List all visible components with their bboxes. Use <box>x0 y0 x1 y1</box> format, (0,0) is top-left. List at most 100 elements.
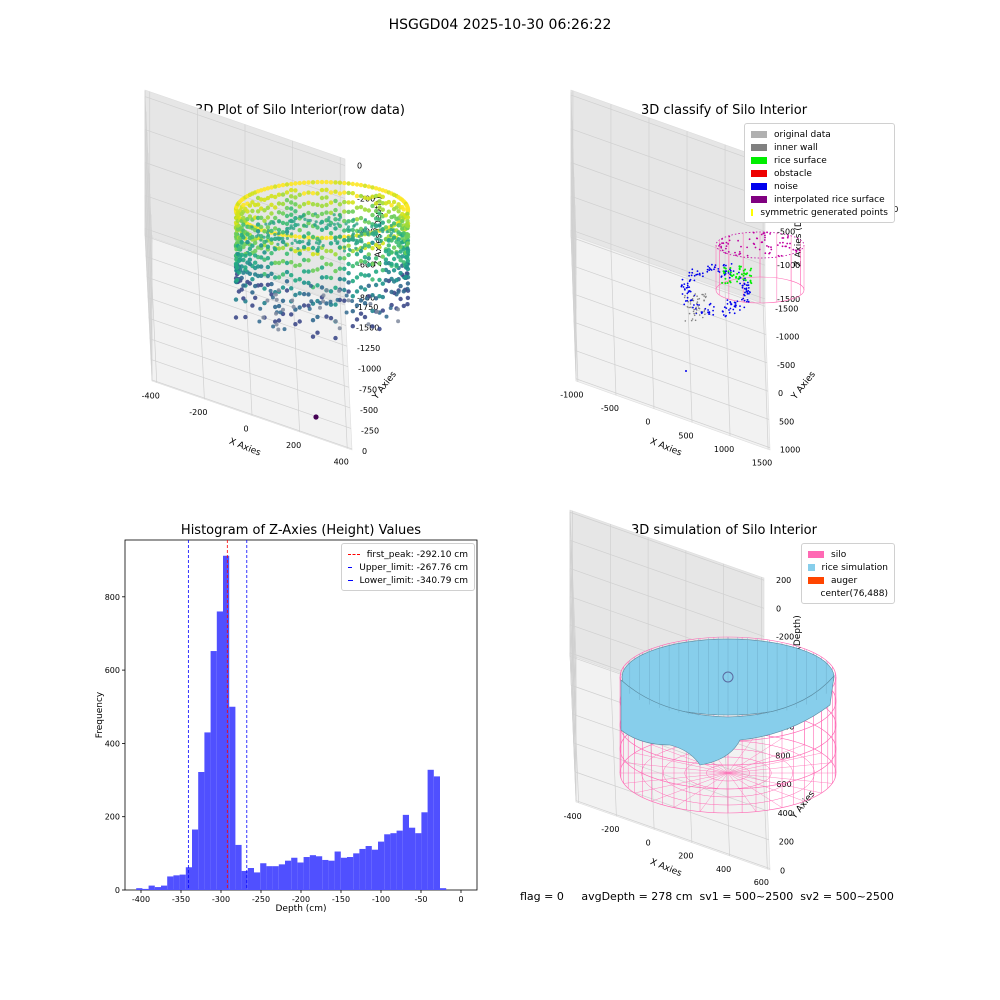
histogram-plot-area <box>124 539 478 891</box>
histogram-bar <box>427 769 434 890</box>
classify-legend-label: noise <box>774 181 798 192</box>
histogram-bar <box>303 857 310 890</box>
histogram-x-tick-label: -150 <box>332 895 350 904</box>
histogram-bar <box>210 651 217 890</box>
histogram-legend-label: first_peak: -292.10 cm <box>366 549 468 560</box>
histogram-bar <box>278 864 285 890</box>
histogram-bar <box>272 866 279 890</box>
histogram-bar <box>291 857 298 890</box>
status-footer: flag = 0 avgDepth = 278 cm sv1 = 500~250… <box>520 890 894 903</box>
histogram-legend-swatch <box>348 554 360 555</box>
histogram-bar <box>179 874 186 890</box>
histogram-bar <box>223 555 230 890</box>
histogram-bar <box>216 611 223 890</box>
histogram-legend-item: first_peak: -292.10 cm <box>348 548 468 561</box>
histogram-y-axis-label: Frequency <box>95 691 105 738</box>
histogram-x-tick-label: -50 <box>414 895 427 904</box>
histogram-bar <box>297 862 304 890</box>
histogram-bar <box>148 885 155 890</box>
histogram-bar <box>365 846 372 890</box>
histogram-bar <box>433 776 440 890</box>
histogram-bar <box>421 812 428 890</box>
simulation-legend-item: rice simulation <box>808 561 888 574</box>
histogram-legend: first_peak: -292.10 cm Upper_limit: -267.… <box>341 543 475 591</box>
simulation-legend-item: silo <box>808 548 888 561</box>
classify-legend-swatch <box>751 157 767 164</box>
histogram-bar <box>340 857 347 890</box>
histogram-legend-item: Lower_limit: -340.79 cm <box>348 574 468 587</box>
histogram-bar <box>396 830 403 890</box>
classify-legend-label: inner wall <box>774 142 818 153</box>
simulation-legend-label: auger <box>831 575 858 586</box>
simulation-legend-swatch <box>808 590 814 597</box>
simulation-legend-item: center(76,488) <box>808 587 888 600</box>
histogram-legend-swatch <box>348 580 353 581</box>
histogram-x-axis-label: Depth (cm) <box>275 904 326 914</box>
histogram-y-tick-label: 0 <box>115 886 120 895</box>
histogram-bar <box>328 860 335 890</box>
classify-legend-swatch <box>751 196 767 203</box>
simulation-legend-label: center(76,488) <box>820 588 888 599</box>
histogram-y-tick-label: 800 <box>105 593 120 602</box>
histogram-bar <box>440 888 447 890</box>
histogram-bar <box>390 833 397 890</box>
histogram-bar <box>266 866 273 890</box>
histogram-bar <box>322 859 329 890</box>
simulation-legend-label: silo <box>831 549 847 560</box>
classify-legend-label: symmetric generated points <box>760 207 888 218</box>
classify-legend-label: original data <box>774 129 831 140</box>
classify-legend-swatch <box>751 144 767 151</box>
simulation-legend-swatch <box>808 564 815 571</box>
histogram-bar <box>384 834 391 890</box>
histogram-bar <box>254 872 261 890</box>
histogram-bar <box>347 857 354 890</box>
histogram-x-tick-label: 0 <box>458 895 463 904</box>
figure-suptitle: HSGGD04 2025-10-30 06:26:22 <box>388 17 612 33</box>
histogram-bar <box>415 833 422 890</box>
histogram-y-tick-label: 600 <box>105 666 120 675</box>
classify-legend-swatch <box>751 209 754 216</box>
histogram-title: Histogram of Z-Axies (Height) Values <box>180 523 422 538</box>
classify-legend-item: original data <box>751 128 888 141</box>
histogram-legend-label: Upper_limit: -267.76 cm <box>359 562 468 573</box>
histogram-legend-label: Lower_limit: -340.79 cm <box>359 575 468 586</box>
classify-legend-item: obstacle <box>751 167 888 180</box>
classify-legend-label: interpolated rice surface <box>774 194 885 205</box>
classify-legend-label: obstacle <box>774 168 812 179</box>
histogram-bar <box>167 876 174 890</box>
histogram-x-tick-label: -300 <box>212 895 230 904</box>
histogram-bar <box>198 771 205 890</box>
simulation-legend: silo rice simulation auger center(76,488) <box>801 543 895 604</box>
simulation-legend-item: auger <box>808 574 888 587</box>
histogram-bar <box>235 844 242 890</box>
histogram-x-tick-label: -350 <box>172 895 190 904</box>
classify-legend-swatch <box>751 183 767 190</box>
histogram-x-tick-label: -200 <box>292 895 310 904</box>
histogram-bar <box>154 887 161 890</box>
histogram-bar <box>316 856 323 890</box>
histogram-bar <box>409 827 416 890</box>
histogram-bar <box>204 732 211 890</box>
classify-legend-item: interpolated rice surface <box>751 193 888 206</box>
classify-legend-item: symmetric generated points <box>751 206 888 219</box>
simulation-plot-title: 3D simulation of Silo Interior <box>631 523 817 538</box>
histogram-x-tick-label: -250 <box>252 895 270 904</box>
classify-legend-swatch <box>751 170 767 177</box>
classify-legend-item: rice surface <box>751 154 888 167</box>
histogram-bar <box>353 853 360 890</box>
histogram-bar <box>173 875 180 890</box>
histogram-bar <box>371 849 378 890</box>
histogram-bar <box>402 814 409 890</box>
histogram-x-tick-label: -100 <box>372 895 390 904</box>
histogram-bar <box>285 860 292 890</box>
histogram-bar <box>247 868 254 890</box>
classify-legend-swatch <box>751 131 767 138</box>
histogram-legend-swatch <box>348 567 353 568</box>
classify-legend: original data inner wall rice surface obsta… <box>744 123 895 223</box>
histogram-x-tick-label: -400 <box>132 895 150 904</box>
simulation-legend-label: rice simulation <box>821 562 888 573</box>
histogram-bar <box>185 867 192 890</box>
histogram-bar <box>359 848 366 890</box>
